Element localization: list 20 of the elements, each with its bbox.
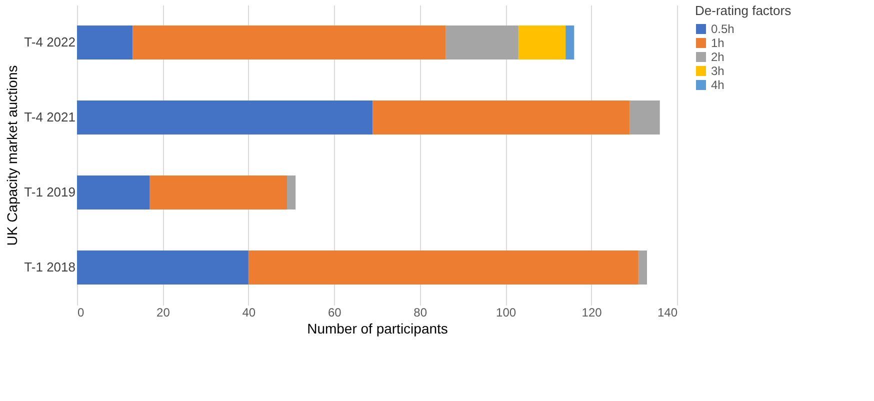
- legend-label: 1h: [711, 36, 724, 50]
- x-tick-label: 0: [78, 306, 84, 320]
- y-tick-label: T-4 2022: [24, 34, 76, 50]
- x-tick-label: 120: [582, 306, 602, 320]
- y-tick-label: T-1 2018: [24, 260, 76, 274]
- x-tick-label: 60: [328, 306, 342, 320]
- legend-label: 0.5h: [711, 22, 734, 36]
- legend-label: 2h: [711, 50, 724, 64]
- x-tick-label: 140: [657, 306, 678, 320]
- legend-label: 4h: [711, 78, 724, 92]
- y-tick-label: T-1 2019: [24, 184, 76, 200]
- y-axis-title: UK Capacity market auctions: [4, 65, 20, 246]
- x-tick-label: 40: [242, 306, 256, 320]
- x-axis-title: Number of participants: [307, 320, 448, 336]
- legend-label: 3h: [711, 64, 724, 78]
- x-tick-label: 20: [156, 306, 170, 320]
- x-tick-label: 100: [496, 306, 516, 320]
- legend-title: De-rating factors: [695, 3, 792, 18]
- y-tick-label: T-4 2021: [24, 110, 76, 124]
- x-tick-label: 80: [414, 306, 428, 320]
